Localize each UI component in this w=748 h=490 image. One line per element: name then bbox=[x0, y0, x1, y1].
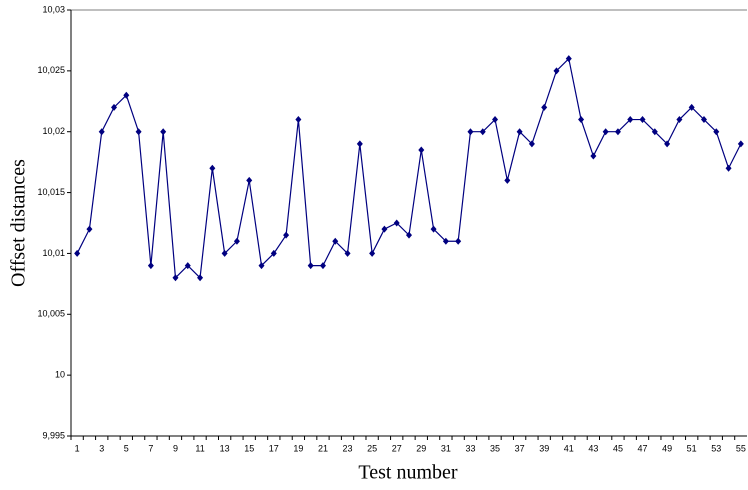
point-marker bbox=[676, 116, 683, 124]
point-marker bbox=[418, 146, 425, 154]
x-tick-label: 3 bbox=[99, 443, 104, 453]
y-tick-label: 10 bbox=[55, 370, 65, 380]
point-marker bbox=[86, 225, 93, 233]
point-marker bbox=[98, 128, 105, 136]
point-marker bbox=[455, 237, 462, 245]
x-tick-label: 45 bbox=[613, 443, 623, 453]
point-marker bbox=[74, 249, 81, 257]
point-marker bbox=[578, 116, 585, 124]
point-marker bbox=[307, 262, 314, 270]
point-marker bbox=[369, 249, 376, 257]
point-marker bbox=[135, 128, 142, 136]
x-tick-label: 9 bbox=[173, 443, 178, 453]
point-marker bbox=[688, 103, 695, 111]
x-tick-label: 29 bbox=[416, 443, 426, 453]
x-tick-label: 37 bbox=[515, 443, 525, 453]
x-tick-label: 1 bbox=[75, 443, 80, 453]
x-tick-label: 35 bbox=[490, 443, 500, 453]
point-marker bbox=[602, 128, 609, 136]
x-tick-label: 39 bbox=[539, 443, 549, 453]
point-marker bbox=[737, 140, 744, 148]
point-marker bbox=[467, 128, 474, 136]
x-tick-label: 5 bbox=[124, 443, 129, 453]
point-marker bbox=[246, 176, 253, 184]
x-tick-label: 43 bbox=[588, 443, 598, 453]
point-marker bbox=[332, 237, 339, 245]
point-marker bbox=[270, 249, 277, 257]
point-marker bbox=[442, 237, 449, 245]
x-tick-label: 15 bbox=[244, 443, 254, 453]
point-marker bbox=[258, 262, 265, 270]
x-tick-label: 31 bbox=[441, 443, 451, 453]
y-tick-label: 10,01 bbox=[42, 248, 65, 258]
y-tick-label: 9,995 bbox=[42, 430, 65, 440]
point-marker bbox=[516, 128, 523, 136]
point-marker bbox=[590, 152, 597, 160]
point-marker bbox=[356, 140, 363, 148]
point-marker bbox=[528, 140, 535, 148]
x-tick-label: 41 bbox=[564, 443, 574, 453]
x-tick-label: 19 bbox=[293, 443, 303, 453]
x-tick-label: 53 bbox=[711, 443, 721, 453]
point-marker bbox=[565, 55, 572, 63]
point-marker bbox=[713, 128, 720, 136]
point-marker bbox=[664, 140, 671, 148]
point-marker bbox=[492, 116, 499, 124]
y-tick-label: 10,015 bbox=[37, 187, 65, 197]
point-marker bbox=[319, 262, 326, 270]
point-marker bbox=[553, 67, 560, 75]
x-tick-label: 47 bbox=[638, 443, 648, 453]
x-tick-label: 51 bbox=[687, 443, 697, 453]
point-marker bbox=[344, 249, 351, 257]
x-tick-label: 55 bbox=[736, 443, 746, 453]
point-marker bbox=[123, 91, 130, 99]
point-marker bbox=[393, 219, 400, 227]
x-tick-label: 21 bbox=[318, 443, 328, 453]
point-marker bbox=[639, 116, 646, 124]
y-tick-label: 10,025 bbox=[37, 65, 65, 75]
point-marker bbox=[651, 128, 658, 136]
point-marker bbox=[160, 128, 167, 136]
y-tick-label: 10,005 bbox=[37, 309, 65, 319]
point-marker bbox=[209, 164, 216, 172]
y-tick-label: 10,03 bbox=[42, 4, 65, 14]
point-marker bbox=[147, 262, 154, 270]
y-axis-title: Offset distances bbox=[8, 159, 30, 287]
point-marker bbox=[479, 128, 486, 136]
y-tick-label: 10,02 bbox=[42, 126, 65, 136]
x-tick-label: 7 bbox=[148, 443, 153, 453]
x-tick-label: 27 bbox=[392, 443, 402, 453]
point-marker bbox=[614, 128, 621, 136]
x-tick-label: 13 bbox=[220, 443, 230, 453]
x-axis-title: Test number bbox=[358, 462, 457, 484]
x-tick-label: 23 bbox=[343, 443, 353, 453]
point-marker bbox=[381, 225, 388, 233]
point-marker bbox=[184, 262, 191, 270]
point-marker bbox=[504, 176, 511, 184]
point-marker bbox=[627, 116, 634, 124]
point-marker bbox=[406, 231, 412, 239]
x-tick-label: 25 bbox=[367, 443, 377, 453]
point-marker bbox=[111, 103, 118, 111]
x-tick-label: 33 bbox=[465, 443, 475, 453]
x-tick-label: 11 bbox=[195, 443, 204, 453]
x-tick-label: 17 bbox=[269, 443, 279, 453]
point-marker bbox=[430, 225, 437, 233]
series-line bbox=[76, 57, 742, 280]
point-marker bbox=[197, 274, 204, 282]
point-marker bbox=[725, 164, 732, 172]
point-marker bbox=[221, 249, 228, 257]
point-marker bbox=[541, 103, 548, 111]
point-marker bbox=[295, 116, 302, 124]
point-marker bbox=[700, 116, 707, 124]
point-marker bbox=[172, 274, 179, 282]
x-tick-label: 49 bbox=[662, 443, 672, 453]
point-marker bbox=[283, 231, 290, 239]
point-marker bbox=[233, 237, 240, 245]
